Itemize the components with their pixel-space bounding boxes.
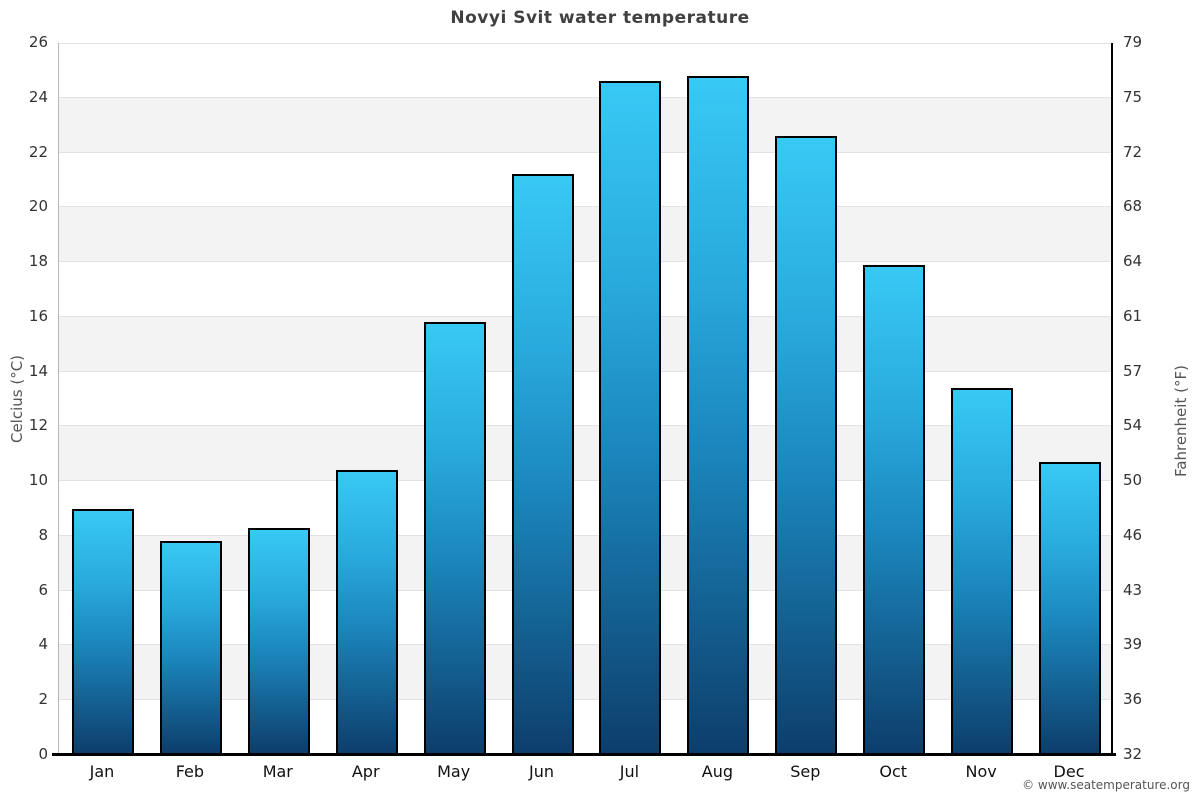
y-tick-celsius: 6	[38, 580, 48, 599]
x-tick-month: Sep	[790, 762, 821, 781]
x-tick-month: Jul	[619, 762, 640, 781]
x-tick-month: Nov	[965, 762, 997, 781]
y-tick-fahrenheit: 54	[1123, 416, 1143, 435]
y-tick-fahrenheit: 57	[1123, 361, 1143, 380]
gridline	[59, 206, 1111, 208]
x-tick-month: Mar	[262, 762, 293, 781]
x-axis-line	[52, 753, 1116, 756]
y-tick-fahrenheit: 43	[1123, 580, 1143, 599]
y-tick-fahrenheit: 39	[1123, 635, 1143, 654]
bar-jun	[511, 174, 574, 755]
y-tick-celsius: 22	[28, 142, 48, 161]
y-tick-celsius: 4	[38, 635, 48, 654]
y-tick-fahrenheit: 75	[1123, 87, 1143, 106]
y-tick-fahrenheit: 32	[1123, 745, 1143, 763]
y-tick-celsius: 14	[28, 361, 48, 380]
y-tick-fahrenheit: 79	[1123, 33, 1143, 51]
y-tick-celsius: 26	[28, 33, 48, 51]
gridline	[59, 534, 1111, 536]
copyright-text: © www.seatemperature.org	[1022, 778, 1190, 792]
bar-dec	[1039, 461, 1102, 755]
chart-title: Novyi Svit water temperature	[450, 8, 750, 28]
gridline	[59, 261, 1111, 263]
bar-mar	[247, 527, 310, 755]
bar-apr	[335, 470, 398, 755]
x-tick-month: Dec	[1053, 762, 1085, 781]
bar-oct	[863, 264, 926, 755]
y-tick-celsius: 20	[28, 197, 48, 216]
bar-jan	[71, 508, 134, 755]
y-axis-label-celsius: Celcius (°C)	[8, 354, 26, 444]
y-tick-celsius: 16	[28, 306, 48, 325]
y-tick-celsius: 18	[28, 252, 48, 271]
plot-band	[59, 207, 1111, 263]
x-tick-month: May	[437, 762, 471, 781]
bar-sep	[775, 136, 838, 755]
gridline	[59, 43, 1111, 44]
gridline	[59, 96, 1111, 98]
plot-band	[59, 535, 1111, 591]
bar-jul	[599, 81, 662, 755]
bar-feb	[159, 541, 222, 755]
gridline	[59, 480, 1111, 482]
y-tick-celsius: 10	[28, 471, 48, 490]
plot-band	[59, 645, 1111, 701]
x-tick-month: Oct	[879, 762, 908, 781]
bar-may	[423, 322, 486, 755]
x-tick-month: Jun	[529, 762, 555, 781]
y-tick-fahrenheit: 64	[1123, 252, 1143, 271]
gridline	[59, 644, 1111, 646]
gridline	[59, 370, 1111, 372]
gridline	[59, 699, 1111, 701]
x-tick-month: Feb	[175, 762, 205, 781]
gridline	[59, 151, 1111, 153]
x-tick-month: Jan	[89, 762, 115, 781]
y-tick-fahrenheit: 61	[1123, 306, 1143, 325]
plot-band	[59, 426, 1111, 482]
plot-area	[58, 43, 1113, 755]
gridline	[59, 425, 1111, 427]
bar-aug	[687, 75, 750, 755]
y-tick-celsius: 24	[28, 87, 48, 106]
gridline	[59, 589, 1111, 591]
y-tick-fahrenheit: 68	[1123, 197, 1143, 216]
plot-band	[59, 316, 1111, 372]
y-tick-fahrenheit: 36	[1123, 690, 1143, 709]
y-tick-celsius: 12	[28, 416, 48, 435]
bar-nov	[951, 388, 1014, 755]
x-tick-month: Aug	[701, 762, 733, 781]
y-tick-fahrenheit: 46	[1123, 525, 1143, 544]
y-tick-fahrenheit: 72	[1123, 142, 1143, 161]
y-tick-fahrenheit: 50	[1123, 471, 1143, 490]
y-tick-celsius: 8	[38, 525, 48, 544]
x-tick-month: Apr	[351, 762, 380, 781]
y-tick-celsius: 2	[38, 690, 48, 709]
gridline	[59, 315, 1111, 317]
y-tick-celsius: 0	[38, 745, 48, 763]
plot-band	[59, 97, 1111, 153]
